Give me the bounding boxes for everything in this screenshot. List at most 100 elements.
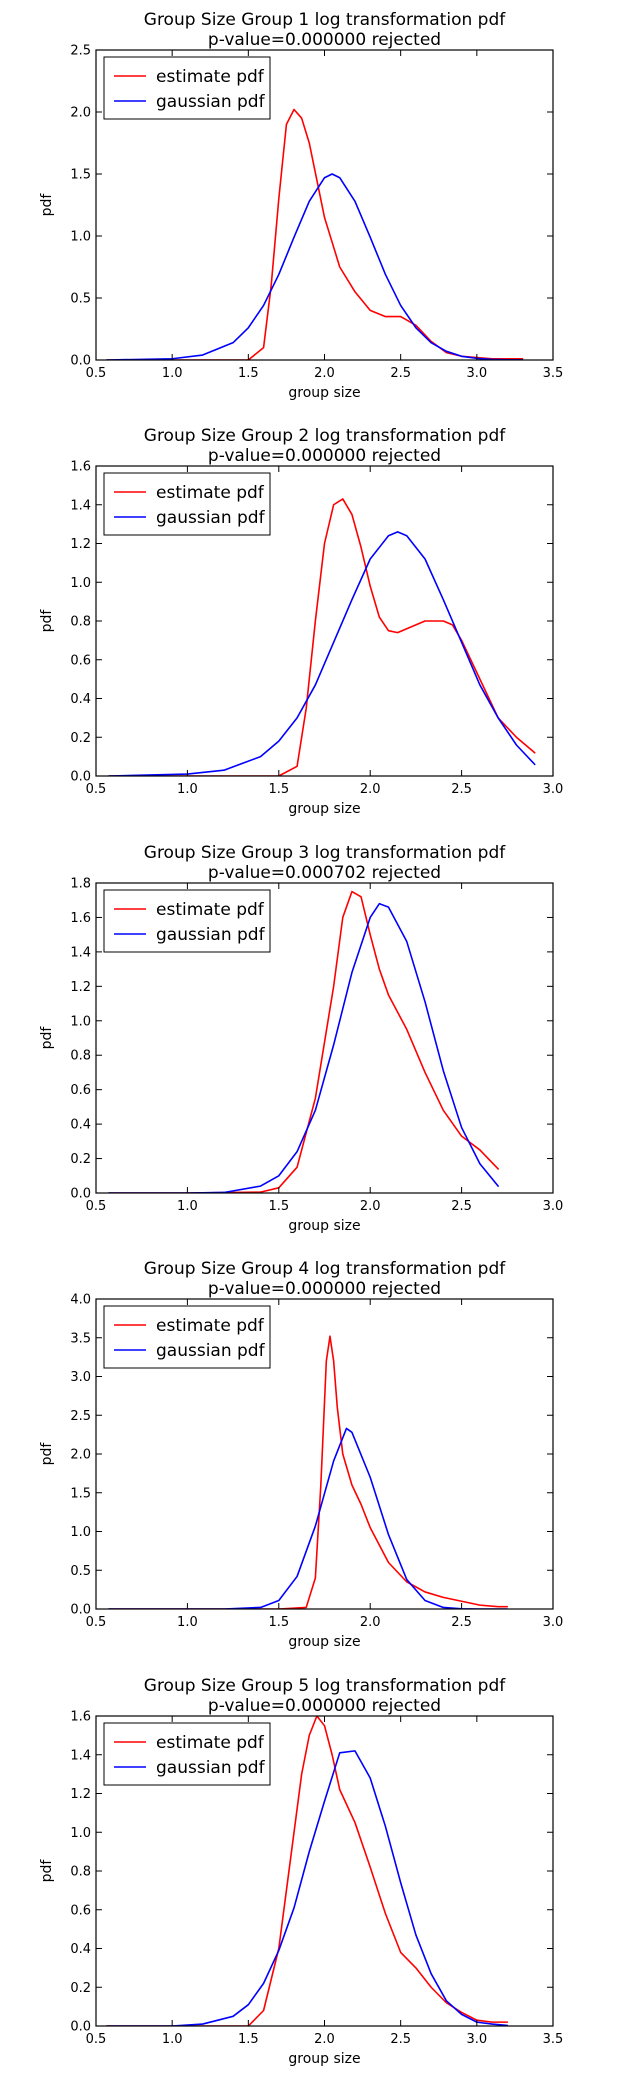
legend: estimate pdf gaussian pdf <box>103 1305 271 1369</box>
legend-box <box>103 889 271 953</box>
legend-label: estimate pdf <box>156 67 265 87</box>
y-tick-label: 1.6 <box>70 460 91 475</box>
chart-subtitle: p-value=0.000702 rejected <box>208 863 441 883</box>
legend-label: estimate pdf <box>156 900 265 920</box>
x-tick-label: 1.5 <box>238 366 259 381</box>
y-tick-label: 1.0 <box>70 230 91 245</box>
legend: estimate pdf gaussian pdf <box>103 56 271 120</box>
y-tick-label: 0.0 <box>70 770 91 785</box>
estimate-pdf-line <box>108 498 536 776</box>
y-tick-label: 0.0 <box>70 2020 91 2035</box>
y-tick-label: 1.6 <box>70 911 91 926</box>
y-axis-label: pdf <box>39 193 55 217</box>
x-tick-label: 1.5 <box>268 1199 289 1214</box>
chart-subtitle: p-value=0.000000 rejected <box>208 30 441 50</box>
gaussian-pdf-line <box>108 1427 509 1609</box>
x-tick-label: 1.0 <box>162 366 183 381</box>
y-tick-label: 3.0 <box>70 1370 91 1385</box>
y-tick-label: 0.4 <box>70 1118 91 1133</box>
y-axis-label: pdf <box>39 1859 55 1883</box>
y-tick-label: 0.0 <box>70 354 91 369</box>
x-tick-label: 2.5 <box>451 1199 472 1214</box>
y-tick-label: 0.8 <box>70 1049 91 1064</box>
y-tick-label: 1.0 <box>70 1826 91 1841</box>
y-tick-label: 0.4 <box>70 1942 91 1957</box>
y-tick-label: 0.2 <box>70 731 91 746</box>
x-tick-label: 3.0 <box>466 366 487 381</box>
y-tick-label: 0.5 <box>70 292 91 307</box>
y-tick-label: 0.8 <box>70 1865 91 1880</box>
gaussian-pdf-line <box>105 173 524 360</box>
chart-2: Group Size Group 2 log transformation pd… <box>39 426 563 817</box>
x-tick-label: 1.0 <box>162 2032 183 2047</box>
x-tick-label: 2.0 <box>360 782 381 797</box>
y-axis-label: pdf <box>39 609 55 633</box>
legend-label: estimate pdf <box>156 483 265 503</box>
estimate-pdf-line <box>108 1335 509 1609</box>
y-axis-label: pdf <box>39 1026 55 1050</box>
y-tick-label: 1.8 <box>70 877 91 892</box>
y-tick-label: 1.0 <box>70 576 91 591</box>
gaussian-pdf-line <box>105 1750 509 2026</box>
y-tick-label: 0.6 <box>70 653 91 668</box>
y-tick-label: 0.2 <box>70 1981 91 1996</box>
y-tick-label: 0.8 <box>70 615 91 630</box>
legend-label: estimate pdf <box>156 1316 265 1336</box>
legend-box <box>103 472 271 536</box>
estimate-pdf-line <box>105 108 524 360</box>
legend-label: gaussian pdf <box>156 925 266 945</box>
x-tick-label: 0.5 <box>86 1199 107 1214</box>
chart-title: Group Size Group 2 log transformation pd… <box>144 426 506 446</box>
chart-4: Group Size Group 4 log transformation pd… <box>39 1259 563 1650</box>
legend: estimate pdf gaussian pdf <box>103 1722 271 1786</box>
y-tick-label: 1.0 <box>70 1014 91 1029</box>
legend-label: gaussian pdf <box>156 1758 266 1778</box>
y-tick-label: 3.5 <box>70 1331 91 1346</box>
y-tick-label: 0.6 <box>70 1903 91 1918</box>
y-tick-label: 0.5 <box>70 1564 91 1579</box>
x-tick-label: 1.0 <box>177 1615 198 1630</box>
x-tick-label: 3.0 <box>543 1199 564 1214</box>
chart-title: Group Size Group 3 log transformation pd… <box>144 843 506 863</box>
legend-label: gaussian pdf <box>156 1341 266 1361</box>
y-tick-label: 0.0 <box>70 1187 91 1202</box>
y-tick-label: 0.6 <box>70 1083 91 1098</box>
x-axis-label: group size <box>288 385 360 401</box>
chart-title: Group Size Group 5 log transformation pd… <box>144 1676 506 1696</box>
legend: estimate pdf gaussian pdf <box>103 472 271 536</box>
x-tick-label: 2.5 <box>451 782 472 797</box>
chart-title: Group Size Group 4 log transformation pd… <box>144 1259 506 1279</box>
x-tick-label: 1.5 <box>268 782 289 797</box>
chart-subtitle: p-value=0.000000 rejected <box>208 446 441 466</box>
x-tick-label: 0.5 <box>86 366 107 381</box>
chart-5: Group Size Group 5 log transformation pd… <box>39 1676 563 2067</box>
y-tick-label: 1.4 <box>70 1748 91 1763</box>
legend-box <box>103 1722 271 1786</box>
x-tick-label: 3.0 <box>466 2032 487 2047</box>
x-tick-label: 1.0 <box>177 1199 198 1214</box>
y-tick-label: 2.0 <box>70 106 91 121</box>
y-tick-label: 0.0 <box>70 1603 91 1618</box>
x-tick-label: 1.5 <box>238 2032 259 2047</box>
chart-subtitle: p-value=0.000000 rejected <box>208 1696 441 1716</box>
y-tick-label: 2.5 <box>70 1409 91 1424</box>
y-tick-label: 0.2 <box>70 1152 91 1167</box>
x-axis-label: group size <box>288 1218 360 1234</box>
chart-title: Group Size Group 1 log transformation pd… <box>144 10 506 30</box>
legend-box <box>103 1305 271 1369</box>
y-tick-label: 1.2 <box>70 537 91 552</box>
legend-box <box>103 56 271 120</box>
y-tick-label: 4.0 <box>70 1293 91 1308</box>
chart-1: Group Size Group 1 log transformation pd… <box>39 10 563 401</box>
y-tick-label: 1.2 <box>70 980 91 995</box>
x-tick-label: 2.0 <box>360 1615 381 1630</box>
y-axis-label: pdf <box>39 1442 55 1466</box>
x-axis-label: group size <box>288 1634 360 1650</box>
x-tick-label: 2.5 <box>451 1615 472 1630</box>
y-tick-label: 1.5 <box>70 1486 91 1501</box>
x-tick-label: 3.0 <box>543 782 564 797</box>
x-tick-label: 0.5 <box>86 2032 107 2047</box>
x-tick-label: 2.0 <box>314 366 335 381</box>
legend: estimate pdf gaussian pdf <box>103 889 271 953</box>
